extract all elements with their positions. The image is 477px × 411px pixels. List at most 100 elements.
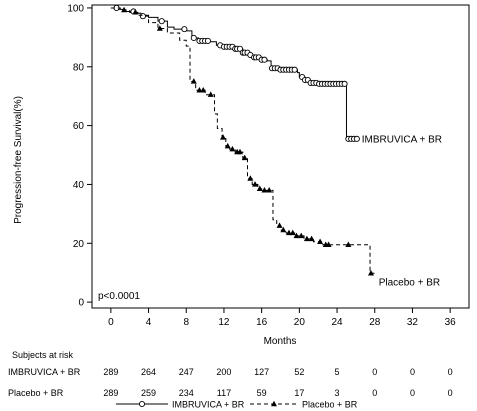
series-end-label: IMBRUVICA + BR [362, 134, 442, 145]
risk-count: 259 [141, 388, 156, 398]
y-tick-label: 100 [67, 3, 84, 14]
legend-label: Placebo + BR [302, 400, 358, 410]
risk-count: 0 [372, 367, 377, 377]
x-tick-label: 8 [183, 317, 189, 328]
risk-count: 3 [335, 388, 340, 398]
censor-marker [276, 222, 283, 228]
risk-row-label: Placebo + BR [8, 388, 64, 398]
censor-marker [261, 56, 268, 63]
censor-marker [317, 238, 324, 245]
series-1 [110, 4, 360, 142]
x-tick-label: 36 [445, 317, 457, 328]
risk-table-row: Placebo + BR 289 259 234 117 59 17 3 0 0 0 [8, 388, 453, 398]
x-tick-label: 0 [108, 317, 114, 328]
censor-marker [236, 148, 243, 155]
censor-marker [158, 18, 165, 25]
risk-count: 0 [448, 367, 453, 377]
censor-marker [341, 80, 348, 87]
x-tick-label: 32 [407, 317, 419, 328]
censor-marker [121, 6, 128, 13]
risk-count: 289 [103, 388, 118, 398]
y-tick-label: 40 [73, 180, 85, 191]
censor-marker [280, 226, 287, 233]
risk-table-heading: Subjects at risk [12, 350, 74, 360]
risk-count: 264 [141, 367, 156, 377]
censor-marker [367, 269, 374, 276]
risk-count: 117 [217, 388, 231, 398]
legend: IMBRUVICA + BR Placebo + BR [116, 400, 358, 410]
risk-count: 5 [335, 367, 340, 377]
censor-marker [220, 134, 227, 140]
series-end-labels: IMBRUVICA + BR Placebo + BR [362, 134, 442, 288]
y-tick-label: 20 [73, 239, 85, 250]
risk-count: 200 [216, 367, 231, 377]
censor-marker [266, 187, 273, 193]
censor-marker [247, 175, 254, 181]
censor-marker [181, 26, 188, 33]
risk-count: 0 [410, 388, 415, 398]
risk-count: 17 [294, 388, 304, 398]
censor-marker [308, 235, 315, 242]
legend-item: IMBRUVICA + BR [116, 400, 245, 410]
risk-count: 59 [257, 388, 267, 398]
censor-marker [298, 232, 305, 239]
series-end-label: Placebo + BR [379, 277, 440, 288]
y-tick-label: 0 [78, 298, 84, 309]
censor-marker [303, 235, 310, 242]
series-line [110, 7, 359, 140]
legend-label: IMBRUVICA + BR [172, 400, 245, 410]
y-axis: 0 20 40 60 80 100 [67, 3, 92, 309]
plot-frame [91, 4, 470, 309]
censor-marker [139, 13, 146, 20]
series-line [110, 7, 376, 274]
censor-marker [229, 145, 236, 152]
censor-marker [261, 187, 268, 193]
risk-table: IMBRUVICA + BR 289 264 247 200 127 52 5 0 0 0Place… [8, 367, 453, 398]
x-tick-label: 16 [256, 317, 268, 328]
risk-count: 0 [410, 367, 415, 377]
censor-marker [200, 87, 207, 93]
censor-marker [196, 87, 203, 93]
censor-marker [190, 34, 197, 41]
censor-marker [241, 154, 248, 161]
risk-count: 0 [448, 388, 453, 398]
censor-marker [190, 78, 197, 84]
censor-marker [132, 9, 139, 15]
series-layer [110, 4, 376, 276]
risk-count: 127 [254, 367, 269, 377]
censor-marker [293, 232, 300, 239]
legend-marker [138, 400, 146, 408]
risk-count: 0 [372, 388, 377, 398]
series-2 [110, 6, 376, 276]
censor-marker [289, 229, 296, 236]
risk-table-row: IMBRUVICA + BR 289 264 247 200 127 52 5 0 0 0 [8, 367, 453, 377]
risk-count: 289 [103, 367, 118, 377]
x-tick-label: 28 [369, 317, 381, 328]
y-tick-label: 80 [73, 62, 85, 73]
censor-marker [252, 181, 259, 187]
censor-marker [345, 241, 352, 247]
risk-count: 247 [179, 367, 194, 377]
censor-marker [325, 241, 332, 247]
x-axis-label: Months [264, 336, 297, 347]
x-tick-label: 20 [294, 317, 306, 328]
legend-marker [271, 400, 277, 407]
y-axis-label: Progression-free Survival(%) [13, 96, 24, 224]
censor-marker [204, 37, 211, 44]
risk-count: 52 [294, 367, 304, 377]
legend-item: Placebo + BR [250, 400, 358, 410]
censor-marker [207, 91, 214, 97]
risk-count: 234 [179, 388, 194, 398]
y-tick-label: 60 [73, 121, 85, 132]
censor-marker [353, 135, 360, 142]
p-value-label: p<0.0001 [98, 291, 140, 302]
censor-marker [291, 66, 298, 73]
risk-row-label: IMBRUVICA + BR [8, 367, 81, 377]
censor-marker [224, 142, 231, 149]
x-tick-label: 12 [218, 317, 230, 328]
censor-marker [156, 25, 163, 31]
x-axis: 0 4 8 12 16 20 24 28 32 36 [108, 308, 456, 328]
censor-marker [256, 185, 263, 192]
censor-marker [285, 229, 292, 236]
